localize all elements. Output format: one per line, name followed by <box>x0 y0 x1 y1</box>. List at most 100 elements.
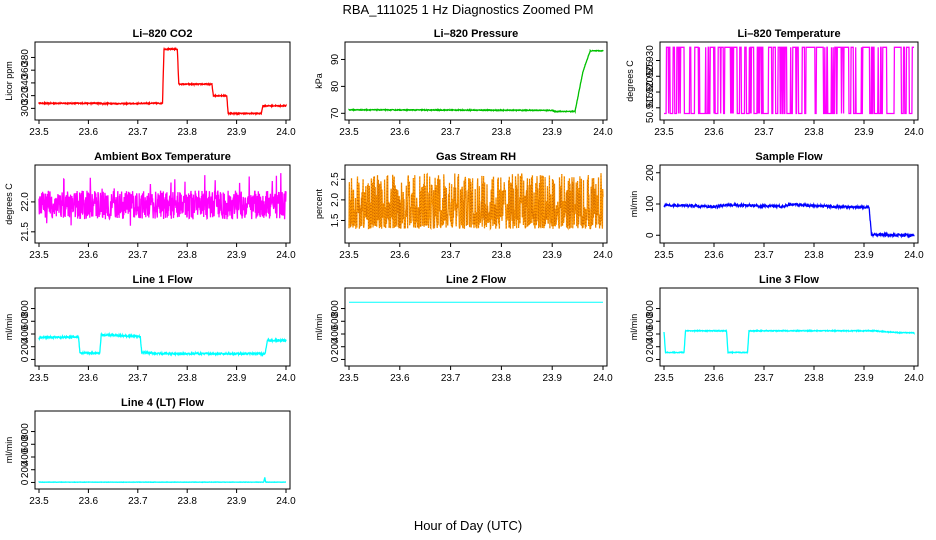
x-tick-label: 23.9 <box>227 127 247 138</box>
y-tick-label: 90 <box>330 53 341 65</box>
chart-title: Sample Flow <box>755 151 823 163</box>
x-tick-label: 23.7 <box>754 373 774 384</box>
series-line <box>663 201 915 239</box>
y-tick-label: 70 <box>330 107 341 119</box>
x-tick-label: 23.5 <box>29 127 49 138</box>
x-tick-label: 24.0 <box>276 250 296 261</box>
y-tick-label: 200 <box>645 164 656 181</box>
x-tick-label: 23.5 <box>654 127 674 138</box>
y-axis-label: degrees C <box>4 183 14 225</box>
chart-ambient: Ambient Box Temperature 23.5 23.6 23.7 23.8 2… <box>4 151 296 261</box>
x-tick-label: 23.8 <box>492 250 512 261</box>
x-tick-label: 23.8 <box>177 496 197 507</box>
y-tick-label: 22.0 <box>20 192 31 212</box>
x-tick-label: 24.0 <box>276 373 296 384</box>
x-tick-label: 23.6 <box>390 127 410 138</box>
x-tick-label: 23.7 <box>128 250 148 261</box>
y-tick-label: 0 <box>20 479 31 485</box>
chart-line2: Line 2 Flow 23.5 23.6 23.7 23.8 23.9 24.0 02004… <box>314 274 613 384</box>
y-tick-label: 100 <box>645 195 656 212</box>
x-tick-label: 23.6 <box>390 250 410 261</box>
x-tick-label: 23.9 <box>542 373 562 384</box>
chart-title: Li–820 Temperature <box>737 28 840 40</box>
x-tick-label: 23.7 <box>754 127 774 138</box>
plot-frame <box>34 287 291 367</box>
chart-line4: Line 4 (LT) Flow 23.5 23.6 23.7 23.8 23.9 24.0… <box>4 397 296 507</box>
x-tick-label: 23.5 <box>339 127 359 138</box>
y-tick-label: 400 <box>20 325 31 342</box>
chart-title: Line 4 (LT) Flow <box>121 397 204 409</box>
x-tick-label: 23.9 <box>227 496 247 507</box>
chart-title: Gas Stream RH <box>436 151 516 163</box>
y-tick-label: 800 <box>20 300 31 317</box>
plot-frame <box>34 410 291 490</box>
x-tick-label: 23.9 <box>542 250 562 261</box>
x-tick-label: 24.0 <box>276 496 296 507</box>
y-tick-label: 300 <box>20 100 31 117</box>
y-tick-label: 800 <box>330 300 341 317</box>
x-tick-label: 23.9 <box>854 250 874 261</box>
x-tick-label: 23.8 <box>804 373 824 384</box>
y-tick-label: 21.5 <box>20 222 31 242</box>
y-axis-label: kPa <box>314 73 324 89</box>
y-tick-label: 0 <box>645 232 656 238</box>
plot-frame <box>344 164 608 244</box>
chart-title: Li–820 Pressure <box>434 28 518 40</box>
x-tick-label: 23.5 <box>29 373 49 384</box>
series-line <box>38 46 287 117</box>
y-tick-label: 50.915 <box>645 92 656 123</box>
chart-rh: Gas Stream RH 23.5 23.6 23.7 23.8 23.9 24.0 1.5… <box>314 151 613 261</box>
x-tick-label: 23.8 <box>492 373 512 384</box>
y-tick-label: 50.920 <box>645 76 656 107</box>
x-tick-label: 23.9 <box>854 373 874 384</box>
y-tick-label: 0 <box>20 356 31 362</box>
y-tick-label: 360 <box>20 61 31 78</box>
plot-frame <box>659 41 919 121</box>
series-line <box>664 46 914 115</box>
y-axis-label: percent <box>314 188 324 219</box>
series-points <box>348 173 604 230</box>
y-tick-label: 340 <box>20 74 31 91</box>
chart-line3: Line 3 Flow 23.5 23.6 23.7 23.8 23.9 24.0 02004… <box>629 274 924 384</box>
chart-title: Li–820 CO2 <box>133 28 193 40</box>
y-tick-label: 1.5 <box>330 213 341 227</box>
x-tick-label: 23.9 <box>227 373 247 384</box>
series-line <box>38 173 287 226</box>
x-tick-label: 23.6 <box>79 373 99 384</box>
x-tick-label: 23.6 <box>704 373 724 384</box>
x-tick-label: 23.9 <box>542 127 562 138</box>
y-tick-label: 200 <box>20 338 31 355</box>
y-tick-label: 800 <box>20 423 31 440</box>
y-tick-label: 50.930 <box>645 45 656 76</box>
chart-temperature: Li–820 Temperature 23.5 23.6 23.7 23.8 23.9 24… <box>625 28 924 138</box>
x-tick-label: 23.5 <box>339 250 359 261</box>
y-tick-label: 200 <box>330 338 341 355</box>
chart-co2: Li–820 CO2 23.5 23.6 23.7 23.8 23.9 24.0 300320… <box>4 28 296 138</box>
x-tick-label: 23.5 <box>654 373 674 384</box>
y-tick-label: 200 <box>645 338 656 355</box>
y-tick-label: 2.0 <box>330 192 341 206</box>
y-tick-label: 80 <box>330 80 341 92</box>
chart-sample: Sample Flow 23.5 23.6 23.7 23.8 23.9 24.0 0 100 2… <box>629 151 924 261</box>
x-tick-label: 23.7 <box>441 250 461 261</box>
y-tick-label: 600 <box>330 312 341 329</box>
series-line <box>348 48 604 114</box>
x-tick-label: 23.6 <box>704 250 724 261</box>
figure-title: RBA_111025 1 Hz Diagnostics Zoomed PM <box>342 2 594 17</box>
plot-frame <box>34 41 291 121</box>
y-axis-label: Licor ppm <box>4 61 14 101</box>
y-tick-label: 400 <box>645 325 656 342</box>
y-axis-label: ml/min <box>629 314 639 341</box>
x-tick-label: 23.5 <box>339 373 359 384</box>
y-tick-label: 400 <box>20 448 31 465</box>
series-line <box>663 328 915 355</box>
plot-frame <box>34 164 291 244</box>
y-tick-label: 800 <box>645 300 656 317</box>
x-tick-label: 24.0 <box>593 250 613 261</box>
chart-line1: Line 1 Flow 23.5 23.6 23.7 23.8 23.9 24.0 02004… <box>4 274 296 384</box>
x-tick-label: 23.9 <box>854 127 874 138</box>
x-tick-label: 23.9 <box>227 250 247 261</box>
y-tick-label: 380 <box>20 49 31 66</box>
chart-pressure: Li–820 Pressure 23.5 23.6 23.7 23.8 23.9 24.0 7… <box>314 28 613 138</box>
y-tick-label: 2.5 <box>330 172 341 186</box>
